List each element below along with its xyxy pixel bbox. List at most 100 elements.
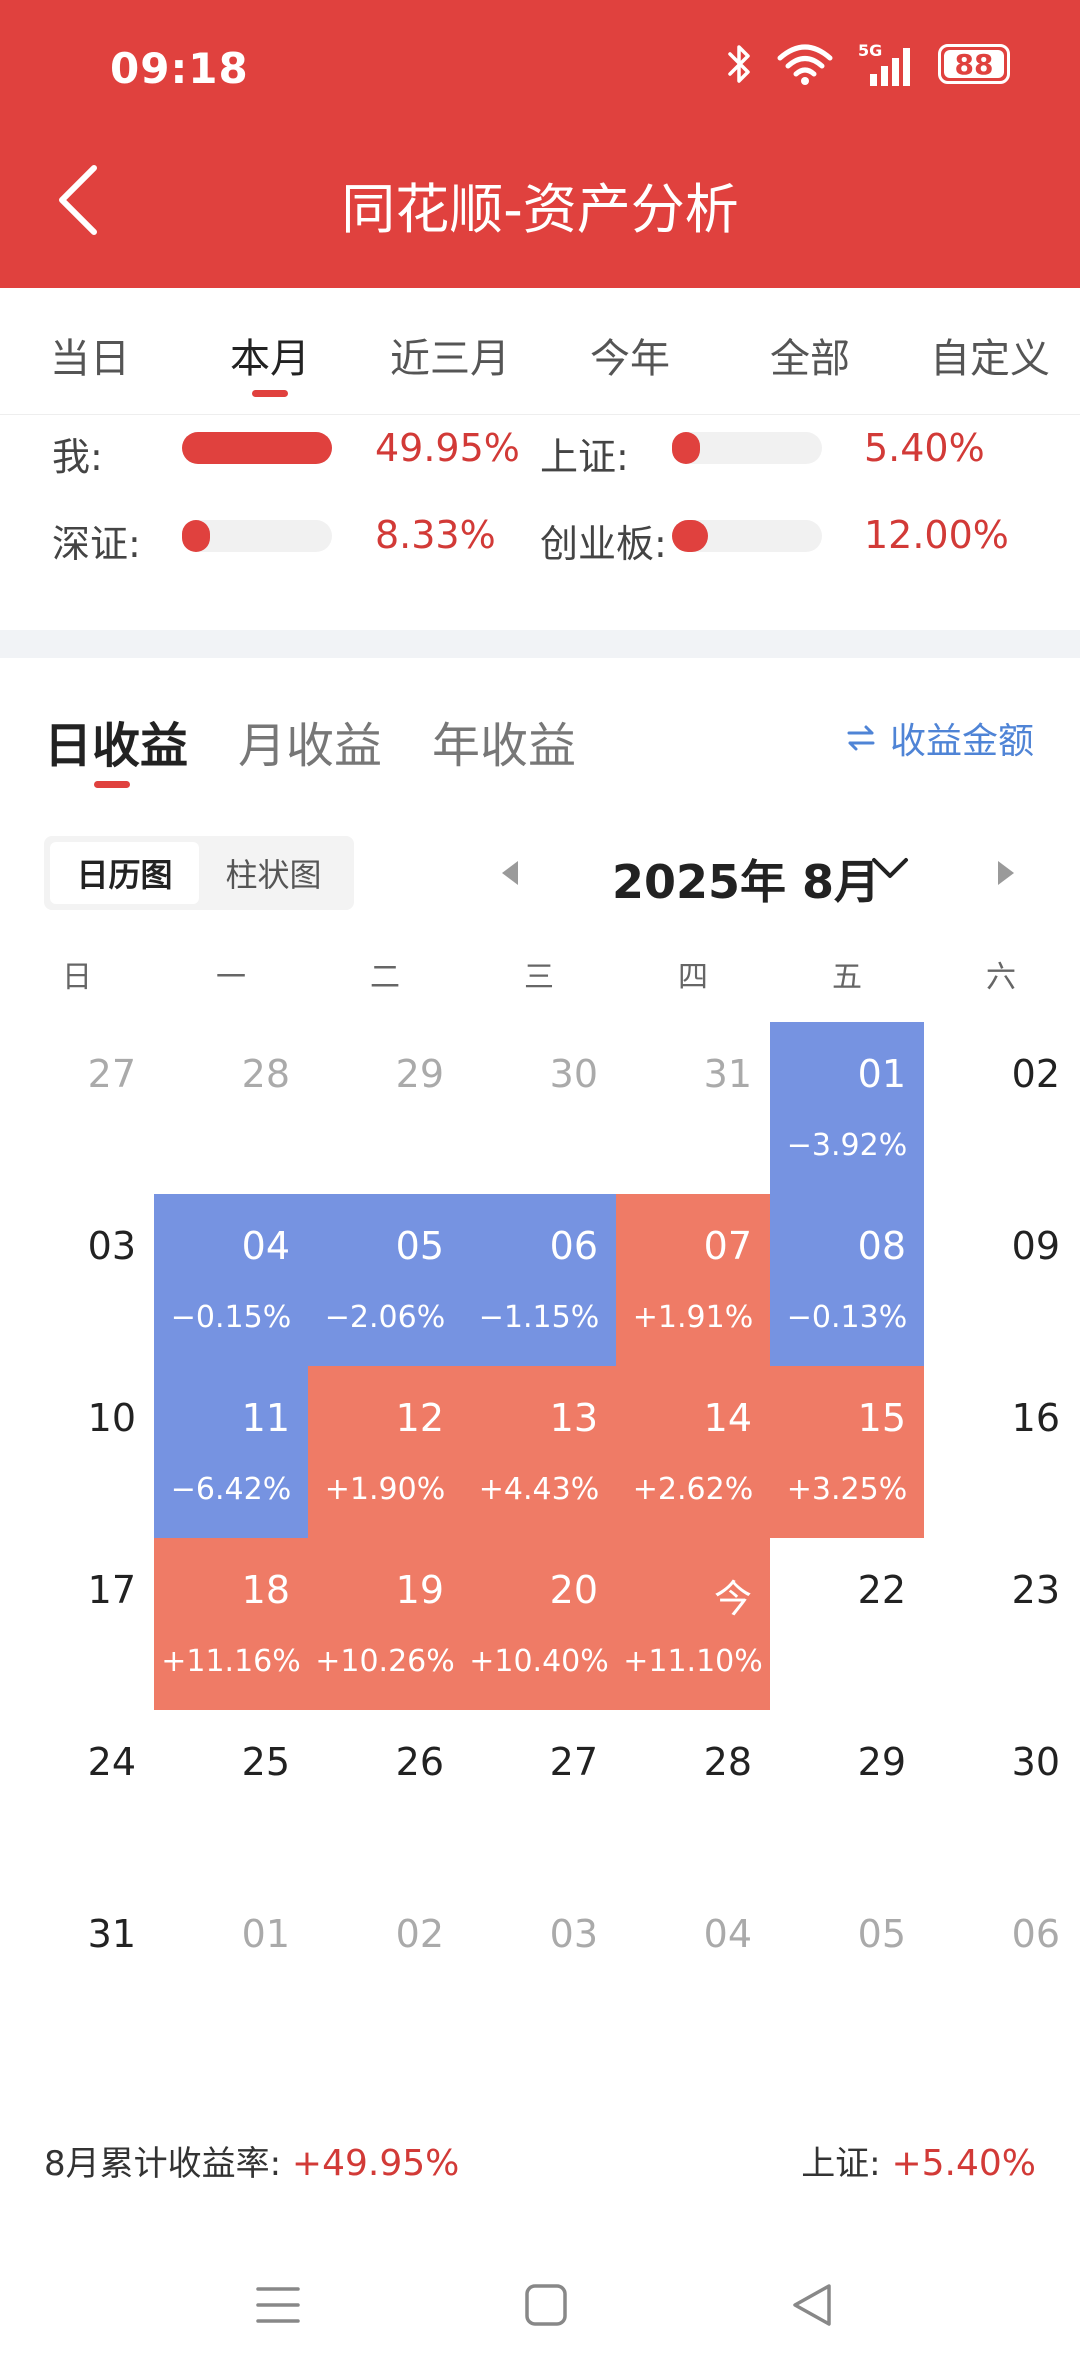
status-time: 09:18	[110, 44, 249, 93]
calendar-day-cell[interactable]: 09	[924, 1194, 1078, 1366]
calendar-day-cell[interactable]: 07 +1.91%	[616, 1194, 770, 1366]
compare-label-me: 我:	[52, 435, 103, 479]
calendar-day-number: 14	[703, 1396, 752, 1440]
tab-custom[interactable]: 自定义	[930, 336, 1050, 382]
calendar-day-number: 28	[703, 1740, 752, 1784]
weekday-sat: 六	[986, 960, 1016, 995]
calendar-day-cell[interactable]: 08 −0.13%	[770, 1194, 924, 1366]
calendar-day-cell[interactable]: 12 +1.90%	[308, 1366, 462, 1538]
calendar-day-number: 20	[549, 1568, 598, 1612]
calendar-day-cell[interactable]: 15 +3.25%	[770, 1366, 924, 1538]
calendar-day-cell[interactable]: 20 +10.40%	[462, 1538, 616, 1710]
menu-button[interactable]	[238, 2270, 318, 2340]
tab-yearly-return[interactable]: 年收益	[432, 718, 577, 774]
view-bar-button[interactable]: 柱状图	[225, 856, 322, 894]
calendar-day-number: 29	[395, 1052, 444, 1096]
calendar-day-cell[interactable]: 27	[462, 1710, 616, 1882]
calendar-day-number: 19	[395, 1568, 444, 1612]
calendar-day-cell[interactable]: 29	[308, 1022, 462, 1194]
calendar-day-return: +11.10%	[623, 1644, 763, 1679]
compare-value-sh: 5.40%	[864, 426, 985, 470]
calendar-day-number: 17	[87, 1568, 136, 1612]
calendar-day-cell[interactable]: 06 −1.15%	[462, 1194, 616, 1366]
calendar-day-number: 30	[549, 1052, 598, 1096]
calendar-day-cell[interactable]: 16	[924, 1366, 1078, 1538]
calendar-day-cell[interactable]: 22	[770, 1538, 924, 1710]
calendar-day-cell[interactable]: 04 −0.15%	[154, 1194, 308, 1366]
amount-toggle-button[interactable]: 收益金额	[846, 712, 1034, 764]
month-label[interactable]: 2025年 8月	[612, 855, 881, 909]
calendar-day-cell[interactable]: 23	[924, 1538, 1078, 1710]
calendar-day-cell[interactable]: 02	[308, 1882, 462, 2054]
calendar-day-return: −0.13%	[786, 1300, 908, 1335]
calendar-day-cell[interactable]: 01 −3.92%	[770, 1022, 924, 1194]
calendar-day-number: 06	[549, 1224, 598, 1268]
calendar-day-cell[interactable]: 28	[154, 1022, 308, 1194]
calendar-day-cell[interactable]: 10	[0, 1366, 154, 1538]
calendar-day-cell[interactable]: 11 −6.42%	[154, 1366, 308, 1538]
prev-month-arrow-icon[interactable]	[498, 858, 522, 888]
tab-this-year[interactable]: 今年	[590, 336, 670, 382]
tab-three-months[interactable]: 近三月	[390, 336, 510, 382]
calendar-grid: 27 28 29 30 31 01 −3.92% 02 03 04 −0.15% 05 −2.06% 06…	[0, 1022, 1080, 2054]
compare-bar-cyb	[672, 520, 822, 552]
back-button[interactable]	[48, 160, 108, 240]
tab-today[interactable]: 当日	[50, 336, 130, 382]
calendar-day-cell[interactable]: 03	[0, 1194, 154, 1366]
calendar-day-return: −6.42%	[170, 1472, 292, 1507]
calendar-day-number: 01	[241, 1912, 290, 1956]
calendar-day-cell[interactable]: 06	[924, 1882, 1078, 2054]
tab-monthly-return[interactable]: 月收益	[238, 718, 383, 774]
calendar-day-number: 31	[703, 1052, 752, 1096]
home-button[interactable]	[506, 2270, 586, 2340]
calendar-day-return: −0.15%	[170, 1300, 292, 1335]
calendar-day-cell[interactable]: 13 +4.43%	[462, 1366, 616, 1538]
compare-label-sh: 上证:	[540, 435, 629, 479]
calendar-day-cell[interactable]: 18 +11.16%	[154, 1538, 308, 1710]
calendar-day-number: 16	[1011, 1396, 1060, 1440]
calendar-day-cell[interactable]: 02	[924, 1022, 1078, 1194]
calendar-day-cell[interactable]: 19 +10.26%	[308, 1538, 462, 1710]
chevron-down-icon[interactable]	[870, 854, 910, 884]
tab-daily-return[interactable]: 日收益	[44, 718, 189, 774]
compare-label-cyb: 创业板:	[540, 522, 667, 566]
calendar-day-cell[interactable]: 04	[616, 1882, 770, 2054]
calendar-day-number: 03	[87, 1224, 136, 1268]
view-calendar-button[interactable]: 日历图	[50, 842, 199, 904]
calendar-day-cell[interactable]: 14 +2.62%	[616, 1366, 770, 1538]
tab-all[interactable]: 全部	[770, 336, 850, 382]
calendar-day-cell[interactable]: 31	[0, 1882, 154, 2054]
calendar-day-number: 07	[703, 1224, 752, 1268]
calendar-day-cell[interactable]: 05 −2.06%	[308, 1194, 462, 1366]
calendar-day-cell[interactable]: 30	[462, 1022, 616, 1194]
calendar-day-cell[interactable]: 31	[616, 1022, 770, 1194]
menu-icon	[256, 2287, 300, 2323]
calendar-day-cell[interactable]: 24	[0, 1710, 154, 1882]
system-nav-bar	[0, 2240, 1080, 2373]
calendar-day-cell[interactable]: 28	[616, 1710, 770, 1882]
calendar-day-cell[interactable]: 17	[0, 1538, 154, 1710]
calendar-day-cell[interactable]: 29	[770, 1710, 924, 1882]
triangle-back-icon	[793, 2284, 831, 2326]
compare-fill-me	[182, 432, 332, 464]
calendar-day-cell[interactable]: 今 +11.10%	[616, 1538, 770, 1710]
next-month-arrow-icon[interactable]	[994, 858, 1018, 888]
wifi-icon	[777, 44, 833, 85]
calendar-day-return: +10.26%	[315, 1644, 455, 1679]
calendar-day-number: 24	[87, 1740, 136, 1784]
calendar-day-cell[interactable]: 27	[0, 1022, 154, 1194]
calendar-day-cell[interactable]: 03	[462, 1882, 616, 2054]
calendar-day-cell[interactable]: 25	[154, 1710, 308, 1882]
calendar-day-cell[interactable]: 30	[924, 1710, 1078, 1882]
calendar-day-cell[interactable]: 01	[154, 1882, 308, 2054]
calendar-day-number: 29	[857, 1740, 906, 1784]
calendar-day-cell[interactable]: 26	[308, 1710, 462, 1882]
tab-this-month[interactable]: 本月	[230, 336, 310, 382]
calendar-day-number: 03	[549, 1912, 598, 1956]
weekday-mon: 一	[216, 960, 246, 995]
nav-back-button[interactable]	[772, 2270, 852, 2340]
compare-value-me: 49.95%	[375, 426, 520, 470]
app-header: 09:18 5G 88 同花顺-资产分析	[0, 0, 1080, 288]
calendar-day-number: 01	[857, 1052, 906, 1096]
calendar-day-cell[interactable]: 05	[770, 1882, 924, 2054]
